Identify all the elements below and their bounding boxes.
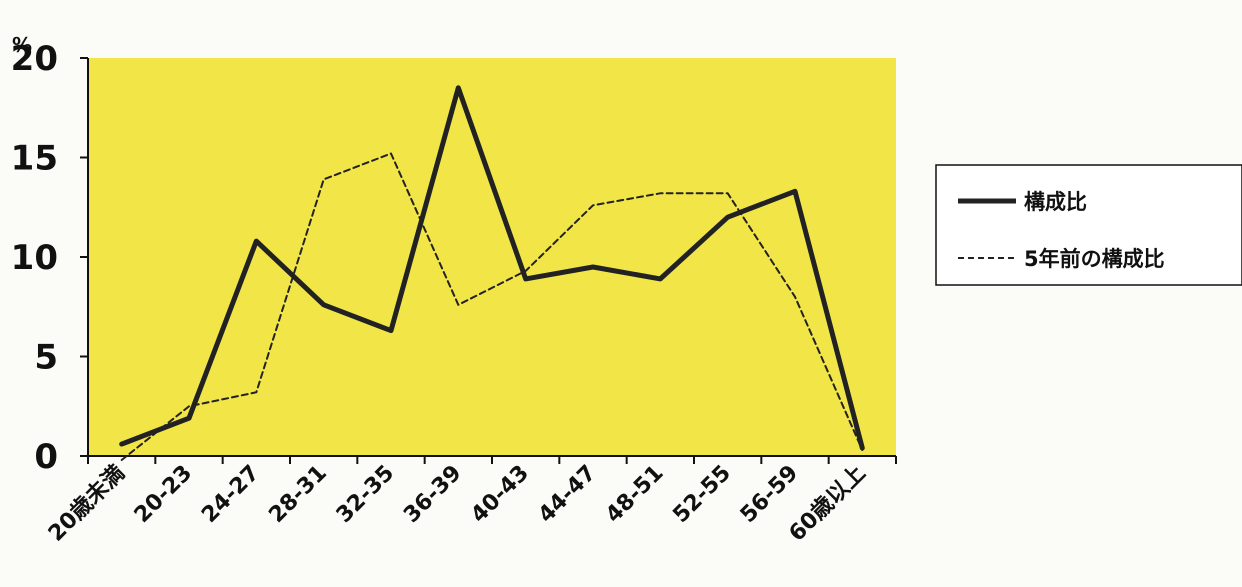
legend: 構成比 5年前の構成比 (935, 164, 1242, 286)
x-tick-label: 32-35 (332, 461, 399, 528)
x-tick-label: 36-39 (399, 461, 466, 528)
y-tick-label: 10 (11, 238, 58, 278)
x-tick-label: 48-51 (601, 461, 668, 528)
x-tick-label: 44-47 (534, 461, 601, 528)
y-tick-label: 20 (11, 39, 58, 79)
x-tick-label: 28-31 (264, 461, 331, 528)
legend-label-2: 5年前の構成比 (1024, 247, 1165, 271)
x-tick-label: 20-23 (130, 461, 197, 528)
series-line-2 (120, 152, 864, 461)
x-tick-label: 52-55 (668, 461, 735, 528)
legend-box (935, 164, 1242, 286)
y-tick-label: 5 (34, 338, 58, 378)
y-axis: 0 5 10 15 20 (11, 39, 89, 477)
plot-area (88, 58, 896, 456)
y-tick-label: 15 (11, 139, 58, 179)
legend-label-1: 構成比 (1024, 190, 1087, 214)
series-lines (119, 85, 865, 461)
y-tick-label: 0 (34, 437, 58, 477)
x-tick-label: 56-59 (736, 461, 803, 528)
x-axis: 20歳未満 20-23 24-27 28-31 32-35 36-39 40-43 44-47… (43, 455, 897, 547)
x-tick-label: 24-27 (197, 461, 264, 528)
x-tick-label: 40-43 (466, 461, 533, 528)
series-line-1 (119, 85, 865, 451)
y-unit-label: % (12, 33, 32, 57)
